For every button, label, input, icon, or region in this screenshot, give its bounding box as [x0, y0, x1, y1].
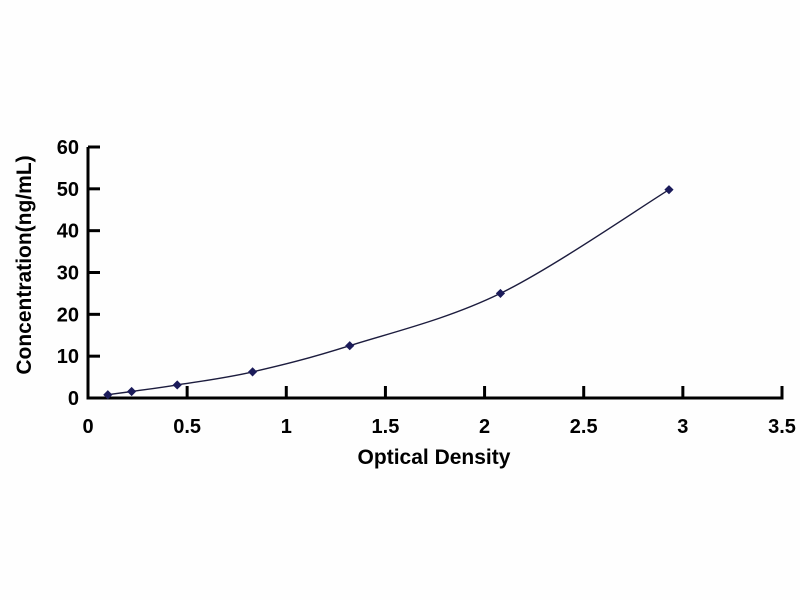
x-tick-label: 1: [281, 416, 292, 438]
x-tick-label: 0: [82, 416, 93, 438]
x-tick-label: 0.5: [173, 416, 201, 438]
data-point-marker: [495, 288, 506, 299]
y-tick-label: 50: [57, 179, 79, 201]
y-tick-label: 30: [57, 263, 79, 285]
data-point-marker: [103, 390, 113, 400]
data-point-marker: [247, 367, 258, 377]
x-tick-label: 2.5: [570, 416, 598, 438]
x-tick-label: 2: [479, 416, 490, 438]
y-axis-title: Concentration(ng/mL): [13, 155, 36, 374]
y-tick-label: 0: [68, 388, 79, 410]
curve-path: [107, 189, 670, 396]
series-layer: [103, 185, 674, 400]
tick-label-layer: 0 0.5 1 1.5 2 2.5 3 3.5 0 10 20 30 40 50 60: [57, 137, 796, 438]
x-tick-label: 3.5: [768, 416, 796, 438]
x-tick-label: 3: [677, 416, 688, 438]
x-axis-title: Optical Density: [358, 446, 511, 469]
data-point-marker: [664, 185, 674, 195]
y-tick-label: 60: [57, 137, 79, 159]
y-tick-label: 10: [57, 346, 79, 368]
data-point-marker: [127, 386, 137, 397]
y-tick-label: 40: [57, 221, 79, 243]
data-point-marker: [345, 341, 355, 351]
x-tick-label: 1.5: [372, 416, 400, 438]
axes-layer: [86, 145, 784, 400]
data-point-marker: [172, 380, 182, 390]
y-tick-label: 20: [57, 304, 79, 326]
